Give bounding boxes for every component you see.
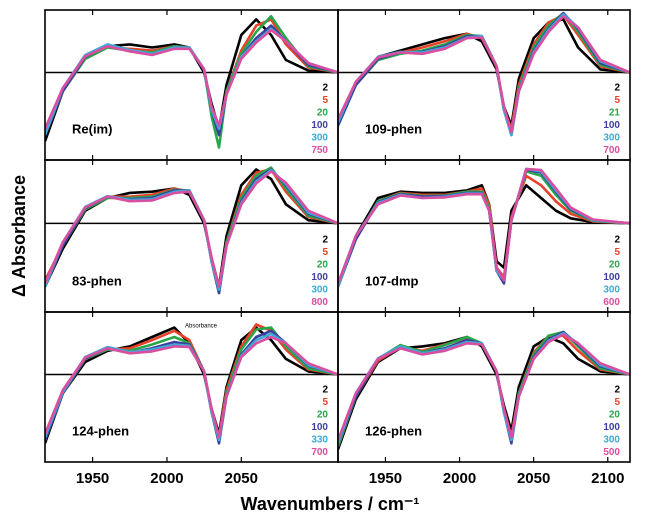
legend-label: 100 (603, 422, 620, 433)
spectrum-line (338, 15, 630, 134)
panel-label: 124-phen (72, 423, 129, 438)
spectrum-line (338, 168, 630, 288)
panel-label: 126-phen (365, 423, 422, 438)
legend-label: 5 (322, 95, 328, 106)
panel-label: 83-phen (72, 273, 122, 288)
panel-frame (337, 311, 631, 463)
legend-label: 100 (311, 422, 328, 433)
panel-frame (44, 159, 339, 313)
legend-label: 5 (614, 247, 620, 258)
spectrum-line (338, 11, 630, 137)
legend-label: 500 (603, 447, 620, 458)
spectrum-line (45, 335, 338, 439)
legend-label: 21 (609, 108, 621, 119)
spectrum-line (338, 167, 630, 288)
spectrum-line (338, 174, 630, 288)
legend-label: 330 (311, 435, 328, 446)
legend-label: 100 (311, 272, 328, 283)
spectrum-line (45, 18, 338, 137)
legend-label: 20 (317, 108, 329, 119)
legend-label: 100 (603, 120, 620, 131)
legend-label: 2 (614, 235, 620, 246)
annotation: Absorbance (185, 324, 218, 330)
x-tick-label: 2000 (443, 470, 476, 487)
legend-label: 5 (614, 95, 620, 106)
spectrum-line (45, 168, 338, 292)
panel-frame (337, 159, 631, 313)
panel (45, 166, 338, 295)
legend-label: 2 (322, 235, 328, 246)
legend-label: 2 (322, 83, 328, 94)
legend-label: 5 (614, 397, 620, 408)
panel-frame (337, 9, 631, 161)
spectrum-line (45, 24, 338, 137)
x-tick-label: 2050 (517, 470, 550, 487)
spectrum-line (45, 168, 338, 288)
legend-label: 2 (322, 385, 328, 396)
panel (338, 11, 630, 137)
spectrum-line (338, 167, 630, 284)
x-tick-label: 2050 (225, 470, 258, 487)
legend-label: 5 (322, 397, 328, 408)
legend-label: 700 (603, 145, 620, 156)
panel-frame (44, 9, 339, 161)
panel-label: Re(im) (72, 121, 112, 136)
spectrum-line (45, 28, 338, 130)
legend-label: 2 (614, 385, 620, 396)
legend-label: 5 (322, 247, 328, 258)
panel (45, 323, 338, 445)
legend-label: 2 (614, 83, 620, 94)
spectrum-line (45, 27, 338, 136)
x-tick-label: 2000 (150, 470, 183, 487)
x-axis-label: Wavenumbers / cm⁻¹ (241, 494, 420, 514)
legend-label: 20 (609, 260, 621, 271)
legend-label: 100 (603, 272, 620, 283)
panel (338, 330, 630, 450)
legend-label: 300 (603, 133, 620, 144)
panel-label: 109-phen (365, 121, 422, 136)
spectrum-line (338, 13, 630, 137)
legend-label: 300 (311, 285, 328, 296)
legend-label: 100 (311, 120, 328, 131)
panel (338, 167, 630, 288)
x-tick-label: 2100 (591, 470, 624, 487)
legend-label: 20 (317, 410, 329, 421)
legend-label: 300 (603, 435, 620, 446)
panel-frame (44, 311, 339, 463)
legend-label: 750 (311, 145, 328, 156)
spectrum-line (338, 333, 630, 441)
spectrum-line (45, 168, 338, 292)
legend-label: 300 (603, 285, 620, 296)
legend-label: 20 (317, 260, 329, 271)
legend-label: 300 (311, 133, 328, 144)
x-tick-label: 1950 (76, 470, 109, 487)
x-tick-label: 1950 (369, 470, 402, 487)
legend-label: 600 (603, 297, 620, 308)
panel (45, 15, 338, 149)
legend-label: 700 (311, 447, 328, 458)
panel-label: 107-dmp (365, 273, 419, 288)
legend-label: 20 (609, 410, 621, 421)
spectrum-line (45, 170, 338, 288)
legend-label: 800 (311, 297, 328, 308)
y-axis-label: Δ Absorbance (9, 175, 29, 297)
